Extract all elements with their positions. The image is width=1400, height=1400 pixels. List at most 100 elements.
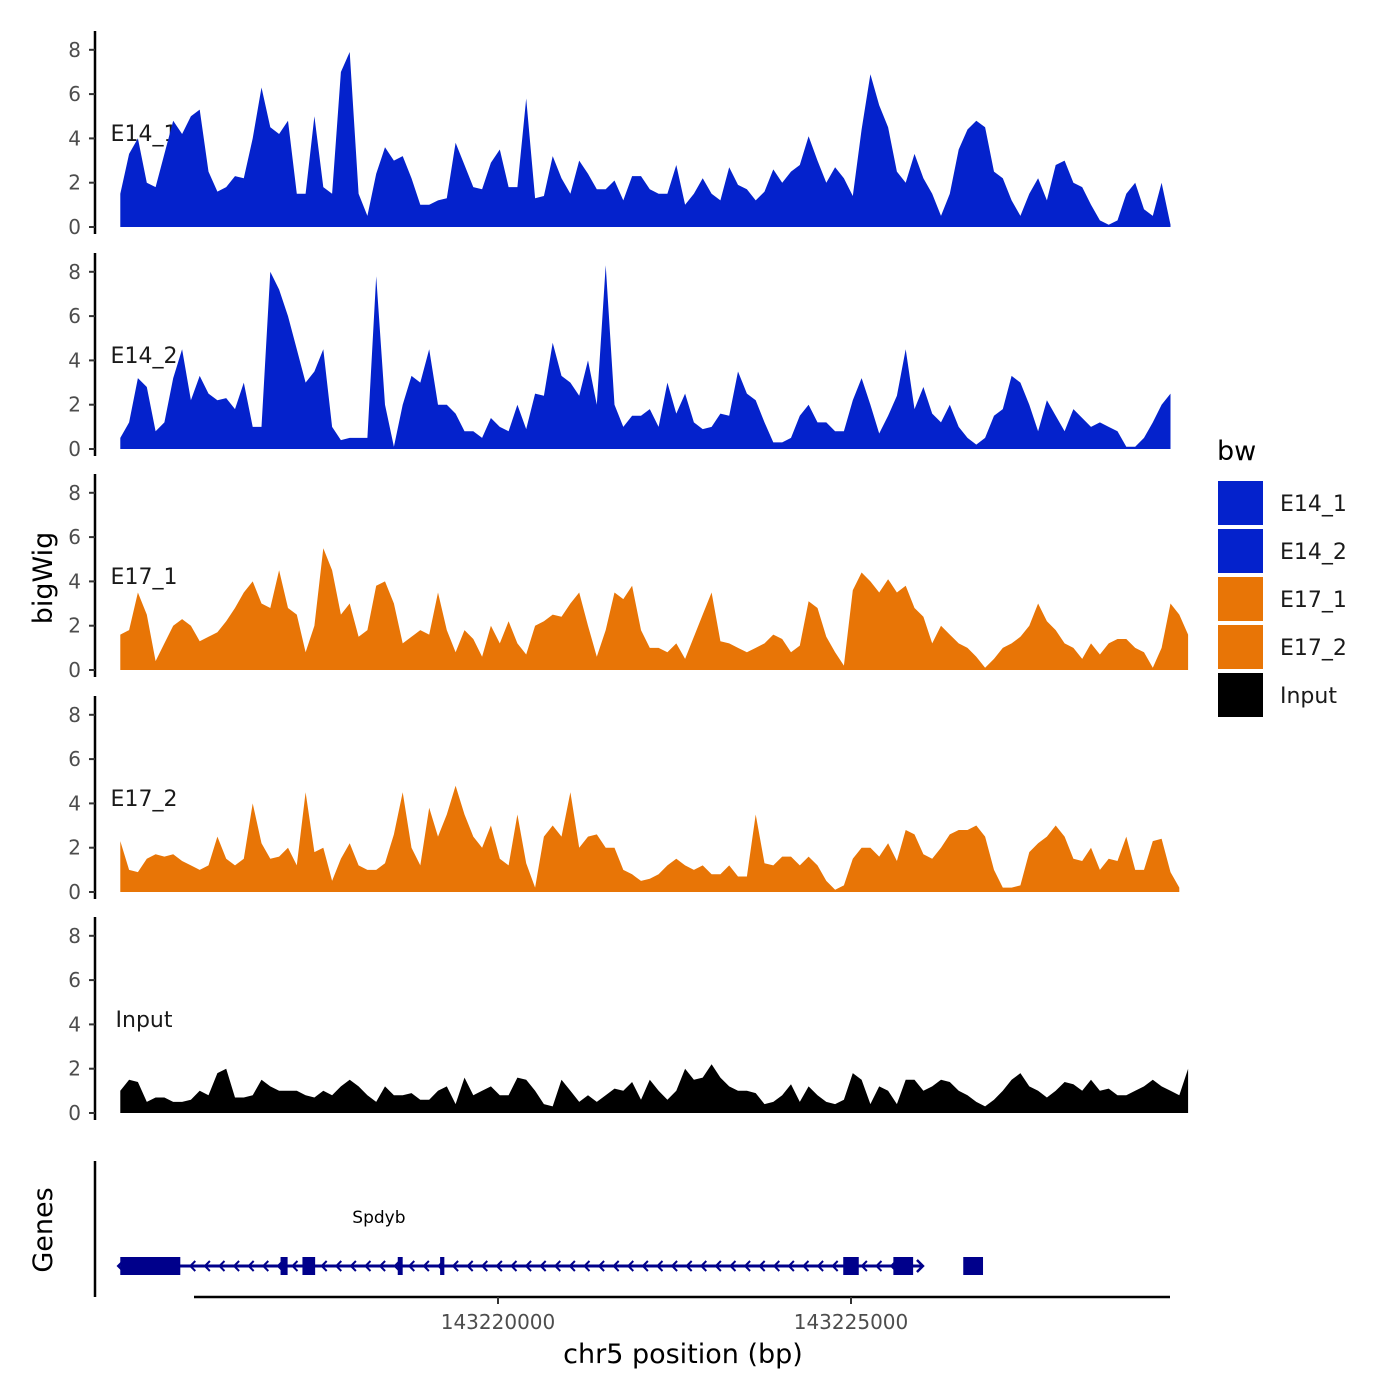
track-label: E17_1	[111, 565, 178, 590]
strand-chevron	[218, 1260, 226, 1272]
legend-swatch	[1218, 673, 1263, 717]
y-tick-label: 8	[68, 38, 81, 62]
coverage-area	[120, 52, 1171, 227]
strand-chevron	[729, 1260, 737, 1272]
track-label: Input	[116, 1008, 173, 1033]
strand-chevron	[875, 1260, 883, 1272]
coverage-area	[120, 265, 1171, 449]
y-tick-label: 0	[68, 658, 81, 682]
y-tick-label: 4	[68, 569, 81, 593]
strand-chevron	[320, 1260, 328, 1272]
strand-chevron	[802, 1260, 810, 1272]
track-e17-2: 0 2 4 6 8 E17_2	[68, 696, 1180, 904]
gene-exon	[397, 1257, 403, 1275]
y-tick-label: 0	[68, 437, 81, 461]
legend-label: E17_1	[1280, 588, 1347, 613]
y-tick-label: 2	[68, 1057, 81, 1081]
strand-chevron	[612, 1260, 620, 1272]
y-tick-label: 0	[68, 1101, 81, 1125]
strand-chevron	[422, 1260, 430, 1272]
y-tick-label: 6	[68, 304, 81, 328]
legend-swatch	[1218, 577, 1263, 621]
y-tick-label: 2	[68, 393, 81, 417]
legend-label: Input	[1280, 684, 1337, 709]
strand-chevron	[539, 1260, 547, 1272]
gene-exon	[440, 1257, 445, 1275]
strand-chevron	[553, 1260, 561, 1272]
legend-title: bw	[1217, 436, 1256, 467]
y-tick-label: 8	[68, 260, 81, 284]
legend-label: E17_2	[1280, 636, 1347, 661]
strand-chevron	[466, 1260, 474, 1272]
strand-chevron	[714, 1260, 722, 1272]
y-tick-label: 2	[68, 171, 81, 195]
x-tick-label: 143220000	[441, 1310, 556, 1334]
y-tick-label: 6	[68, 82, 81, 106]
track-e14-2: 0 2 4 6 8 E14_2	[68, 253, 1171, 461]
strand-chevron	[831, 1260, 839, 1272]
strand-chevron	[334, 1260, 342, 1272]
strand-chevron	[626, 1260, 634, 1272]
strand-chevron	[232, 1260, 240, 1272]
legend-swatch	[1218, 481, 1263, 525]
strand-chevron	[451, 1260, 459, 1272]
legend-swatch	[1218, 625, 1263, 669]
gene-end-cap	[916, 1259, 925, 1273]
strand-chevron	[349, 1260, 357, 1272]
strand-chevron	[816, 1260, 824, 1272]
track-e17-1: 0 2 4 6 8 E17_1	[68, 474, 1189, 682]
gene-name-label: Spdyb	[352, 1208, 405, 1228]
strand-chevron	[524, 1260, 532, 1272]
strand-chevron	[860, 1260, 868, 1272]
strand-chevron	[261, 1260, 269, 1272]
strand-chevron	[641, 1260, 649, 1272]
legend-item-input: Input	[1218, 673, 1337, 717]
strand-chevron	[510, 1260, 518, 1272]
strand-chevron	[407, 1260, 415, 1272]
strand-chevron	[685, 1260, 693, 1272]
y-tick-label: 6	[68, 525, 81, 549]
strand-chevron	[699, 1260, 707, 1272]
legend-label: E14_1	[1280, 492, 1347, 517]
gene-exon	[963, 1257, 984, 1275]
y-tick-label: 8	[68, 924, 81, 948]
coverage-area	[120, 1064, 1189, 1113]
strand-chevron	[378, 1260, 386, 1272]
x-axis-title: chr5 position (bp)	[563, 1339, 803, 1370]
strand-chevron	[495, 1260, 503, 1272]
legend-swatch	[1218, 529, 1263, 573]
strand-chevron	[568, 1260, 576, 1272]
gene-exon	[120, 1257, 181, 1275]
coverage-tracks: 0 2 4 6 8 E14_1 0 2 4 6 8 E14_2 0 2 4 6 8 E17_1 0 2 4 6 8 E17_2…	[68, 31, 1189, 1125]
strand-chevron	[787, 1260, 795, 1272]
gene-exon	[280, 1257, 288, 1275]
coverage-area	[120, 785, 1180, 892]
track-label: E14_1	[111, 122, 178, 147]
gene-exon	[893, 1257, 914, 1275]
y-tick-label: 0	[68, 215, 81, 239]
strand-chevron	[203, 1260, 211, 1272]
x-tick-label: 143225000	[794, 1310, 909, 1334]
gene-exon	[302, 1257, 316, 1275]
gene-exon	[843, 1257, 859, 1275]
strand-chevron	[291, 1260, 299, 1272]
strand-chevron	[247, 1260, 255, 1272]
y-tick-label: 2	[68, 836, 81, 860]
track-input: 0 2 4 6 8 Input	[68, 917, 1189, 1125]
y-tick-label: 8	[68, 703, 81, 727]
legend-item-e14-1: E14_1	[1218, 481, 1347, 525]
strand-arrows	[188, 1260, 912, 1272]
y-tick-label: 0	[68, 880, 81, 904]
strand-chevron	[743, 1260, 751, 1272]
y-tick-label: 6	[68, 968, 81, 992]
x-axis: 143220000 143225000	[194, 1295, 1170, 1334]
strand-chevron	[670, 1260, 678, 1272]
y-tick-label: 4	[68, 126, 81, 150]
y-tick-label: 2	[68, 614, 81, 638]
strand-chevron	[772, 1260, 780, 1272]
strand-chevron	[656, 1260, 664, 1272]
track-label: E14_2	[111, 344, 178, 369]
y-axis-title-genes: Genes	[28, 1187, 59, 1272]
legend-label: E14_2	[1280, 540, 1347, 565]
